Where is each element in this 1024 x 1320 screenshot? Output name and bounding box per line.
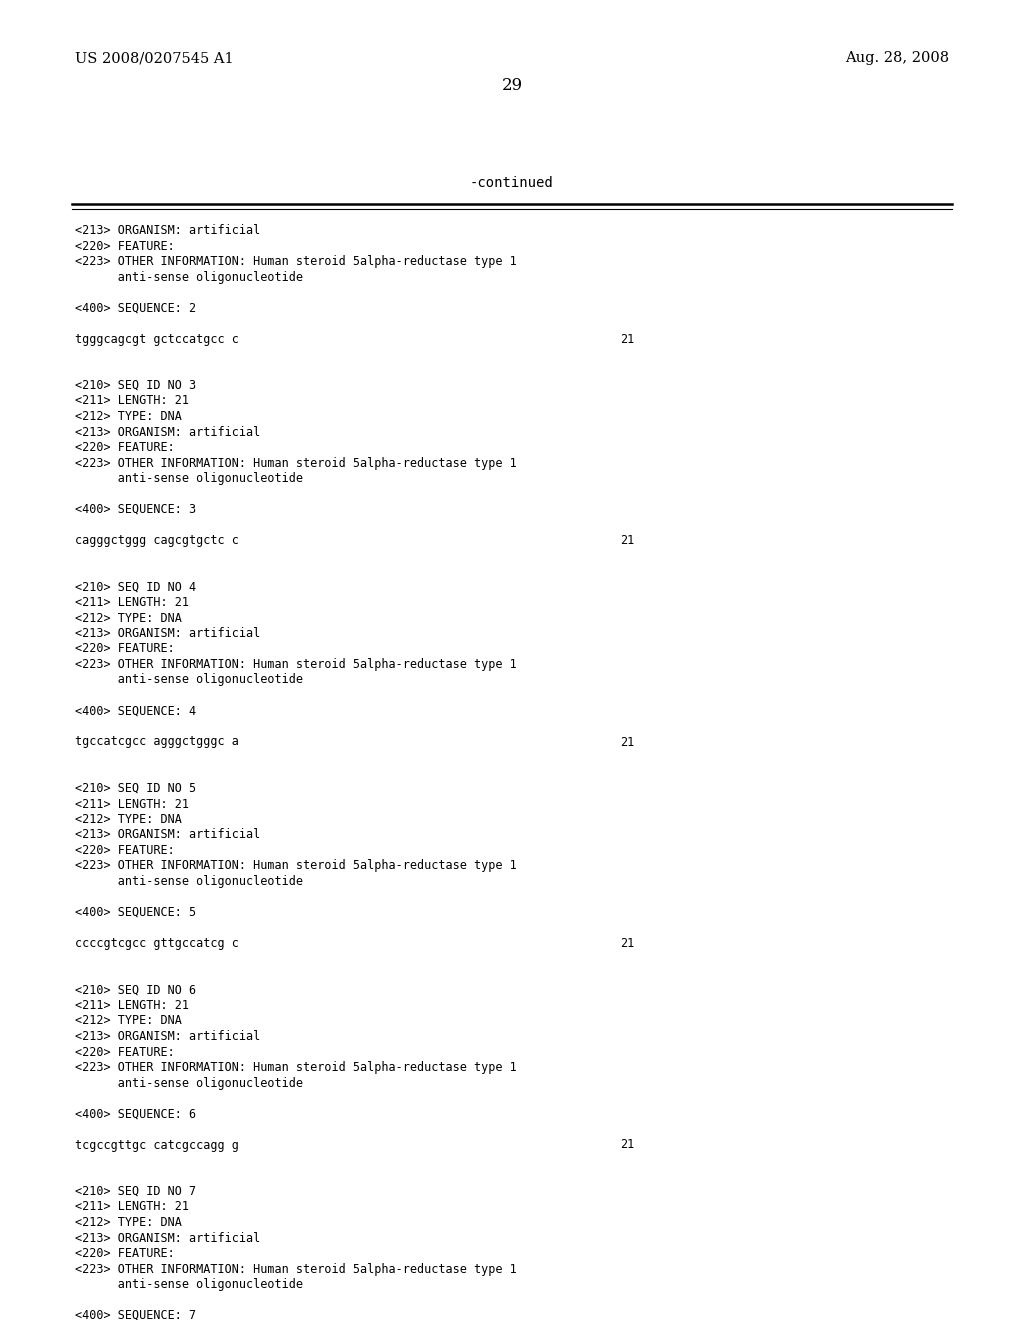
Text: <220> FEATURE:: <220> FEATURE: [75,1247,175,1261]
Text: -continued: -continued [470,176,554,190]
Text: <210> SEQ ID NO 3: <210> SEQ ID NO 3 [75,379,197,392]
Text: <212> TYPE: DNA: <212> TYPE: DNA [75,813,182,826]
Text: <211> LENGTH: 21: <211> LENGTH: 21 [75,797,189,810]
Text: <223> OTHER INFORMATION: Human steroid 5alpha-reductase type 1: <223> OTHER INFORMATION: Human steroid 5… [75,255,517,268]
Text: <400> SEQUENCE: 5: <400> SEQUENCE: 5 [75,906,197,919]
Text: tcgccgttgc catcgccagg g: tcgccgttgc catcgccagg g [75,1138,239,1151]
Text: anti-sense oligonucleotide: anti-sense oligonucleotide [75,1077,303,1089]
Text: <223> OTHER INFORMATION: Human steroid 5alpha-reductase type 1: <223> OTHER INFORMATION: Human steroid 5… [75,1262,517,1275]
Text: <400> SEQUENCE: 7: <400> SEQUENCE: 7 [75,1309,197,1320]
Text: <210> SEQ ID NO 5: <210> SEQ ID NO 5 [75,781,197,795]
Text: <213> ORGANISM: artificial: <213> ORGANISM: artificial [75,1232,260,1245]
Text: Aug. 28, 2008: Aug. 28, 2008 [845,51,949,65]
Text: <220> FEATURE:: <220> FEATURE: [75,441,175,454]
Text: <400> SEQUENCE: 4: <400> SEQUENCE: 4 [75,705,197,718]
Text: US 2008/0207545 A1: US 2008/0207545 A1 [75,51,233,65]
Text: <213> ORGANISM: artificial: <213> ORGANISM: artificial [75,829,260,842]
Text: ccccgtcgcc gttgccatcg c: ccccgtcgcc gttgccatcg c [75,937,239,950]
Text: <400> SEQUENCE: 2: <400> SEQUENCE: 2 [75,301,197,314]
Text: anti-sense oligonucleotide: anti-sense oligonucleotide [75,473,303,484]
Text: 21: 21 [620,937,634,950]
Text: <213> ORGANISM: artificial: <213> ORGANISM: artificial [75,627,260,640]
Text: cagggctggg cagcgtgctc c: cagggctggg cagcgtgctc c [75,535,239,546]
Text: <212> TYPE: DNA: <212> TYPE: DNA [75,1015,182,1027]
Text: <223> OTHER INFORMATION: Human steroid 5alpha-reductase type 1: <223> OTHER INFORMATION: Human steroid 5… [75,859,517,873]
Text: <212> TYPE: DNA: <212> TYPE: DNA [75,411,182,422]
Text: <220> FEATURE:: <220> FEATURE: [75,843,175,857]
Text: <213> ORGANISM: artificial: <213> ORGANISM: artificial [75,425,260,438]
Text: tgggcagcgt gctccatgcc c: tgggcagcgt gctccatgcc c [75,333,239,346]
Text: <211> LENGTH: 21: <211> LENGTH: 21 [75,395,189,408]
Text: <220> FEATURE:: <220> FEATURE: [75,1045,175,1059]
Text: <212> TYPE: DNA: <212> TYPE: DNA [75,1216,182,1229]
Text: 21: 21 [620,735,634,748]
Text: anti-sense oligonucleotide: anti-sense oligonucleotide [75,1278,303,1291]
Text: <223> OTHER INFORMATION: Human steroid 5alpha-reductase type 1: <223> OTHER INFORMATION: Human steroid 5… [75,657,517,671]
Text: <211> LENGTH: 21: <211> LENGTH: 21 [75,1200,189,1213]
Text: anti-sense oligonucleotide: anti-sense oligonucleotide [75,673,303,686]
Text: <213> ORGANISM: artificial: <213> ORGANISM: artificial [75,1030,260,1043]
Text: <213> ORGANISM: artificial: <213> ORGANISM: artificial [75,224,260,238]
Text: 29: 29 [502,77,522,94]
Text: <211> LENGTH: 21: <211> LENGTH: 21 [75,999,189,1012]
Text: <210> SEQ ID NO 4: <210> SEQ ID NO 4 [75,581,197,594]
Text: anti-sense oligonucleotide: anti-sense oligonucleotide [75,271,303,284]
Text: <210> SEQ ID NO 7: <210> SEQ ID NO 7 [75,1185,197,1199]
Text: <220> FEATURE:: <220> FEATURE: [75,643,175,656]
Text: <223> OTHER INFORMATION: Human steroid 5alpha-reductase type 1: <223> OTHER INFORMATION: Human steroid 5… [75,1061,517,1074]
Text: <210> SEQ ID NO 6: <210> SEQ ID NO 6 [75,983,197,997]
Text: anti-sense oligonucleotide: anti-sense oligonucleotide [75,875,303,888]
Text: <400> SEQUENCE: 3: <400> SEQUENCE: 3 [75,503,197,516]
Text: 21: 21 [620,535,634,546]
Text: tgccatcgcc agggctgggc a: tgccatcgcc agggctgggc a [75,735,239,748]
Text: 21: 21 [620,1138,634,1151]
Text: <223> OTHER INFORMATION: Human steroid 5alpha-reductase type 1: <223> OTHER INFORMATION: Human steroid 5… [75,457,517,470]
Text: <220> FEATURE:: <220> FEATURE: [75,239,175,252]
Text: <211> LENGTH: 21: <211> LENGTH: 21 [75,597,189,609]
Text: 21: 21 [620,333,634,346]
Text: <400> SEQUENCE: 6: <400> SEQUENCE: 6 [75,1107,197,1121]
Text: <212> TYPE: DNA: <212> TYPE: DNA [75,611,182,624]
